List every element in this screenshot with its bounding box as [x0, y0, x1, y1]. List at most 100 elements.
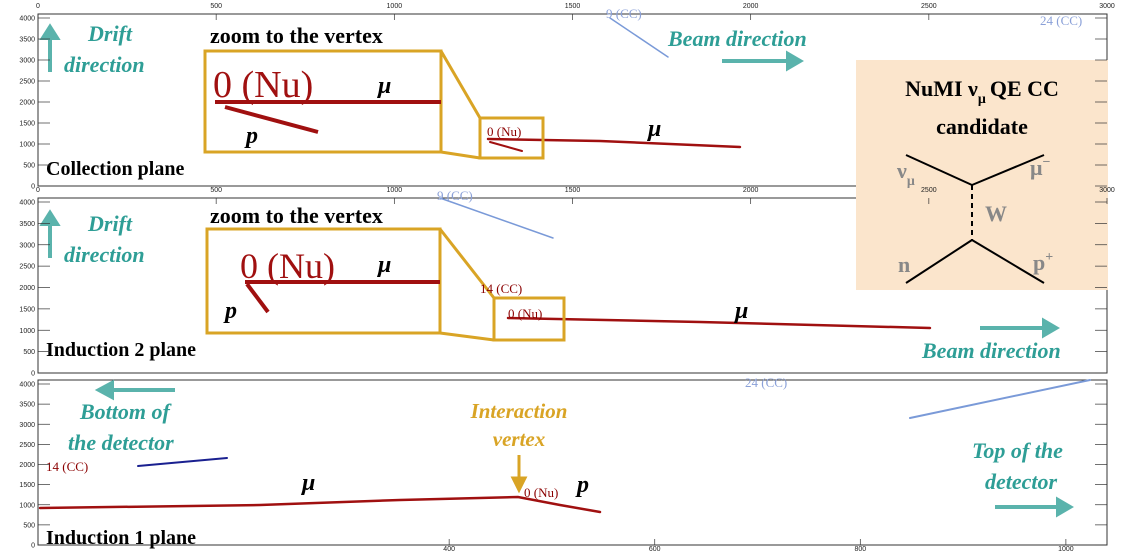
- zoom-connector: [440, 333, 494, 340]
- annotation: direction: [64, 242, 145, 267]
- muon-track: [508, 318, 930, 328]
- text: QE CC: [990, 76, 1059, 101]
- x-tick-label: 2000: [743, 187, 759, 194]
- y-tick-label: 1000: [19, 502, 35, 509]
- text: ν: [896, 158, 907, 183]
- particle-label: μ: [646, 116, 661, 142]
- arrow-head: [43, 27, 57, 38]
- text: μ: [907, 174, 915, 189]
- zoom-proton-track: [225, 107, 318, 132]
- label: W: [985, 201, 1007, 226]
- y-tick-label: 1000: [19, 142, 35, 149]
- x-tick-label: 1500: [565, 187, 581, 194]
- annotation: Top of the: [972, 438, 1063, 463]
- cluster-tag: 14 (CC): [46, 459, 88, 474]
- particle-label: μ: [300, 470, 315, 496]
- y-tick-label: 0: [31, 184, 35, 191]
- y-tick-label: 500: [23, 349, 35, 356]
- particle-label: μ: [376, 73, 391, 99]
- x-tick-label: 2500: [921, 3, 937, 10]
- y-tick-label: 2500: [19, 264, 35, 271]
- plane-label: Collection plane: [46, 158, 184, 180]
- x-tick-label: 800: [854, 546, 866, 553]
- y-tick-label: 1500: [19, 121, 35, 128]
- cluster-tag: 9 (CC): [437, 188, 473, 203]
- y-tick-label: 3000: [19, 242, 35, 249]
- particle-label: μ: [733, 298, 748, 324]
- particle-label: p: [244, 123, 258, 149]
- x-tick-label: 3000: [1099, 187, 1115, 194]
- plane-label: Induction 1 plane: [46, 527, 196, 549]
- y-tick-label: 2500: [19, 442, 35, 449]
- cluster-tag: 14 (CC): [480, 281, 522, 296]
- annotation: Drift: [87, 211, 133, 236]
- y-tick-label: 0: [31, 543, 35, 550]
- x-tick-label: 2000: [743, 3, 759, 10]
- y-tick-label: 2000: [19, 462, 35, 469]
- y-tick-label: 2500: [19, 79, 35, 86]
- zoom-title: zoom to the vertex: [210, 203, 383, 228]
- cluster-tag: 24 (CC): [745, 375, 787, 390]
- y-tick-label: 1500: [19, 482, 35, 489]
- annotation: Beam direction: [921, 338, 1061, 363]
- proton-track: [490, 142, 522, 151]
- y-tick-label: 1000: [19, 328, 35, 335]
- cluster-tag: 9 (CC): [606, 6, 642, 21]
- vertex-tag: 0 (Nu): [508, 306, 542, 321]
- x-tick-label: 0: [36, 187, 40, 194]
- text: NuMI ν: [905, 76, 978, 101]
- y-tick-label: 3000: [19, 422, 35, 429]
- arrow-head: [1058, 500, 1070, 514]
- arrow-head: [99, 383, 112, 397]
- y-tick-label: 0: [31, 371, 35, 378]
- y-tick-label: 3500: [19, 221, 35, 228]
- muon-track: [488, 139, 740, 147]
- y-tick-label: 500: [23, 163, 35, 170]
- y-tick-label: 2000: [19, 285, 35, 292]
- cluster-tag: 24 (CC): [1040, 13, 1082, 28]
- x-tick-label: 400: [443, 546, 455, 553]
- particle-label: p: [223, 298, 237, 324]
- annotation: Interaction: [470, 399, 568, 423]
- arrow-head: [1044, 321, 1056, 335]
- vertex-tag: 0 (Nu): [487, 124, 521, 139]
- track: [138, 458, 227, 466]
- cc-track: [440, 198, 553, 238]
- arrow-head: [788, 54, 800, 68]
- y-tick-label: 500: [23, 522, 35, 529]
- annotation: Bottom of: [79, 399, 173, 424]
- annotation: the detector: [68, 430, 174, 455]
- text: −: [1042, 155, 1050, 170]
- cc-track: [910, 380, 1090, 418]
- x-tick-label: 500: [210, 187, 222, 194]
- x-tick-label: 1000: [1058, 546, 1074, 553]
- plane-label: Induction 2 plane: [46, 339, 196, 361]
- annotation: detector: [985, 469, 1058, 494]
- y-tick-label: 4000: [19, 382, 35, 389]
- text: p: [1033, 250, 1045, 275]
- arrow-head: [43, 213, 57, 224]
- text: +: [1045, 250, 1053, 265]
- x-tick-label: 0: [36, 3, 40, 10]
- zoom-proton-track: [247, 284, 268, 312]
- muon-track: [40, 497, 600, 512]
- x-tick-label: 2500: [921, 187, 937, 194]
- annotation: direction: [64, 52, 145, 77]
- event-display: NuMI νμQE CC candidate νμ μ− W n p+ Drif…: [0, 0, 1137, 554]
- x-tick-label: 1500: [565, 3, 581, 10]
- x-tick-label: 500: [210, 3, 222, 10]
- y-tick-label: 1500: [19, 306, 35, 313]
- diagram-title: candidate: [936, 114, 1028, 139]
- zoom-connector: [441, 51, 480, 118]
- particle-label: μ: [376, 252, 391, 278]
- zoom-connector: [441, 152, 480, 158]
- y-tick-label: 3500: [19, 402, 35, 409]
- zoom-tag: 0 (Nu): [213, 64, 313, 106]
- x-tick-label: 1000: [387, 3, 403, 10]
- vertex-tag: 0 (Nu): [524, 485, 558, 500]
- x-tick-label: 600: [649, 546, 661, 553]
- annotation: Beam direction: [667, 26, 807, 51]
- y-tick-label: 3500: [19, 37, 35, 44]
- y-tick-label: 2000: [19, 100, 35, 107]
- text: μ: [978, 92, 986, 107]
